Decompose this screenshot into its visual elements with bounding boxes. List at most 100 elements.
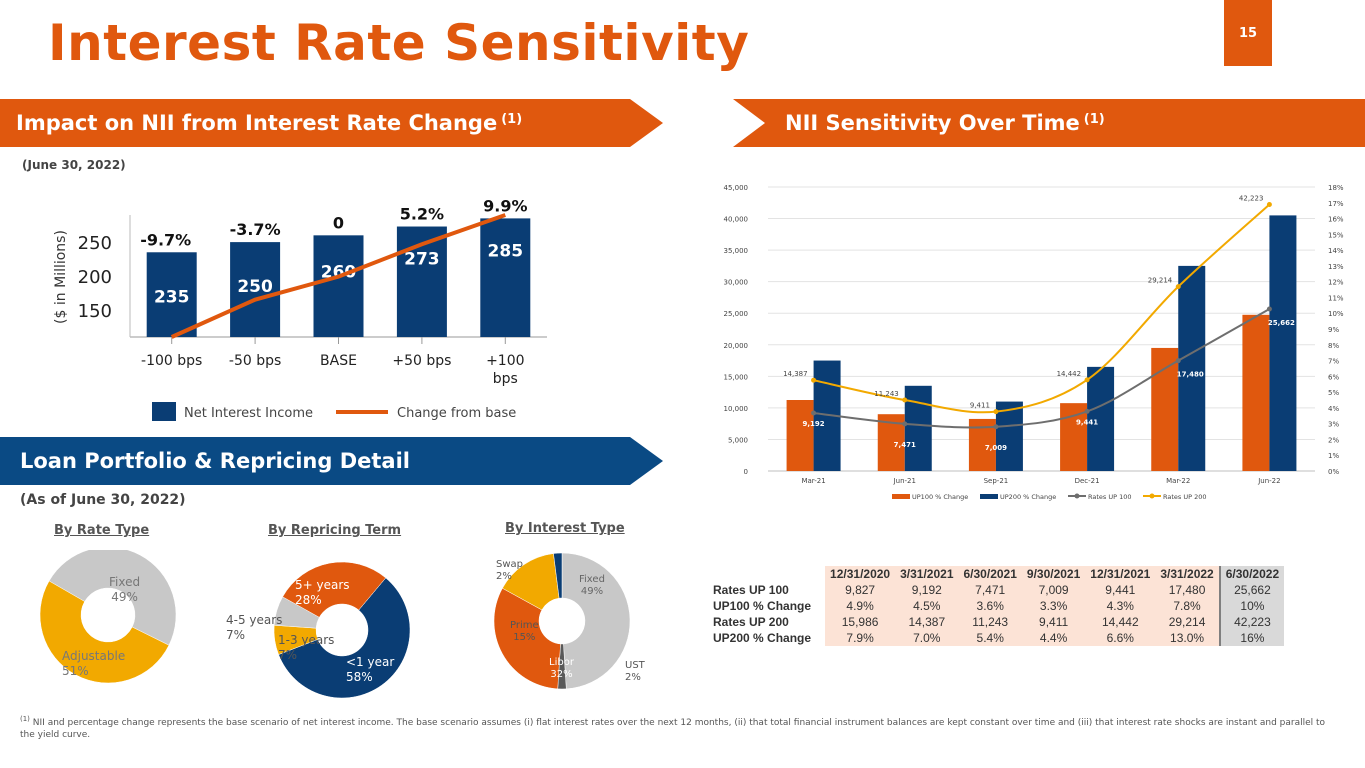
nii-time-chart: 0 5,000 10,000 15,000 20,000 25,000 30,000 35,0…	[724, 184, 1344, 501]
y-right-tick-label: 15%	[1328, 231, 1344, 239]
slice-label-ust: UST 2%	[625, 660, 645, 683]
bar-net-interest-income	[480, 218, 531, 337]
column-header: 12/31/2021	[1085, 566, 1156, 582]
bar-up100-pct-change	[786, 400, 814, 471]
legend-label: Rates UP 100	[1088, 493, 1132, 501]
x-tick-label: -50 bps	[229, 353, 281, 369]
section-banner-loan: Loan Portfolio & Repricing Detail	[0, 437, 663, 485]
y-right-tick-label: 0%	[1328, 468, 1339, 476]
legend-marker-up200	[1149, 493, 1155, 499]
bar-up200-pct-change	[1087, 366, 1115, 471]
donut-slice-fixed	[48, 550, 177, 646]
y-right-tick-label: 14%	[1328, 247, 1344, 255]
bar-up100-pct-change	[1242, 314, 1270, 471]
table-cell: 11,243	[958, 614, 1022, 630]
column-header: 9/30/2021	[1021, 566, 1086, 582]
column-header: 3/31/2021	[895, 566, 959, 582]
data-label-up200: 14,387	[783, 370, 808, 378]
y-right-tick-label: 11%	[1328, 294, 1344, 302]
marker-rates-up200	[1266, 202, 1272, 208]
y-right-tick-label: 3%	[1328, 421, 1339, 429]
y-right-tick-label: 10%	[1328, 310, 1344, 318]
y-right-tick-label: 2%	[1328, 436, 1339, 444]
table-cell: 4.4%	[1021, 630, 1086, 646]
legend-label: Rates UP 200	[1163, 493, 1207, 501]
donut-slice-fixed	[561, 552, 631, 690]
table-cell: 16%	[1218, 630, 1285, 646]
page-number: 15	[1224, 0, 1272, 66]
y-left-tick-label: 35,000	[724, 247, 749, 255]
slice-label-1-3yrs: 1-3 years 7%	[278, 633, 335, 662]
rate-type-donut	[39, 550, 177, 684]
y-right-tick-label: 16%	[1328, 216, 1344, 224]
marker-rates-up100	[993, 424, 999, 430]
change-label: 9.9%	[483, 196, 527, 215]
section-date: (June 30, 2022)	[22, 158, 126, 172]
bar-value-label: 235	[154, 287, 190, 307]
y-right-tick-label: 18%	[1328, 184, 1344, 192]
footnote-ref: (1)	[20, 715, 30, 723]
table-row: UP100 % Change 4.9% 4.5% 3.6% 3.3% 4.3% 7.8% 10…	[713, 598, 1285, 614]
pie-title-repricing-term: By Repricing Term	[268, 523, 402, 538]
donut-slice--1-year	[278, 577, 411, 699]
legend-marker-up100	[1074, 493, 1080, 499]
x-tick-label: +50 bps	[392, 353, 451, 369]
legend-label: Net Interest Income	[184, 406, 313, 421]
data-label-up200: 9,411	[970, 402, 990, 410]
y-left-tick-label: 45,000	[724, 184, 749, 192]
data-label-up100: 7,009	[985, 444, 1007, 452]
donut-slice-adjustable	[39, 580, 170, 684]
rates-table: 12/31/2020 3/31/2021 6/30/2021 9/30/2021…	[713, 566, 1285, 646]
section-title: Impact on NII from Interest Rate Change	[16, 111, 498, 135]
y-left-tick-label: 30,000	[724, 279, 749, 287]
table-cell: 7.8%	[1155, 598, 1220, 614]
table-cell: 17,480	[1155, 582, 1220, 598]
bar-up200-pct-change	[1178, 265, 1206, 471]
table-row: UP200 % Change 7.9% 7.0% 5.4% 4.4% 6.6% 13.0% 1…	[713, 630, 1285, 646]
bar-value-label: 250	[237, 277, 273, 297]
bar-net-interest-income	[146, 252, 197, 337]
x-tick-label: bps	[493, 371, 518, 387]
table-cell: 9,192	[895, 582, 959, 598]
bar-value-label: 273	[404, 250, 440, 270]
marker-rates-up100	[1084, 408, 1090, 414]
data-label-up200: 11,243	[874, 390, 899, 398]
slice-label-lt1yr: <1 year 58%	[346, 655, 395, 684]
x-tick-label: Sep-21	[984, 477, 1009, 485]
data-label-up100: 9,192	[803, 420, 825, 428]
donut-slice-5-years	[282, 561, 387, 618]
table-cell: 14,442	[1085, 614, 1156, 630]
table-cell: 4.5%	[895, 598, 959, 614]
bar-up100-pct-change	[1151, 347, 1179, 471]
column-header: 6/30/2022	[1218, 566, 1285, 582]
y-tick-label: 250	[78, 233, 112, 254]
column-header: 12/31/2020	[825, 566, 896, 582]
y-left-tick-label: 5,000	[728, 436, 748, 444]
slice-label-fixed: Fixed 49%	[579, 574, 605, 597]
table-cell: 14,387	[895, 614, 959, 630]
change-from-base-line	[170, 213, 506, 339]
x-tick-label: Jun-21	[893, 477, 916, 485]
marker-rates-up100	[1175, 358, 1181, 364]
y-right-tick-label: 9%	[1328, 326, 1339, 334]
table-cell: 9,827	[825, 582, 896, 598]
y-axis-label: ($ in Millions)	[53, 230, 69, 324]
table-cell: 9,441	[1085, 582, 1156, 598]
y-left-tick-label: 20,000	[724, 342, 749, 350]
pie-title-interest-type: By Interest Type	[505, 521, 625, 536]
row-label: Rates UP 200	[713, 614, 826, 630]
section-title: Loan Portfolio & Repricing Detail	[20, 449, 410, 473]
x-tick-label: +100	[486, 353, 524, 369]
line-rates-up100	[813, 308, 1270, 429]
bar-up200-pct-change	[904, 385, 932, 471]
data-label-up200: 14,442	[1057, 370, 1082, 378]
section-banner-nii-impact: Impact on NII from Interest Rate Change(…	[0, 99, 663, 147]
y-tick-label: 150	[78, 301, 112, 322]
data-label-up200: 29,214	[1148, 277, 1173, 285]
legend-label: UP200 % Change	[1000, 493, 1056, 501]
legend-label: UP100 % Change	[912, 493, 968, 501]
bar-up200-pct-change	[995, 401, 1023, 471]
y-right-tick-label: 8%	[1328, 342, 1339, 350]
table-cell: 7,009	[1021, 582, 1086, 598]
data-label-up100: 9,441	[1076, 418, 1098, 426]
